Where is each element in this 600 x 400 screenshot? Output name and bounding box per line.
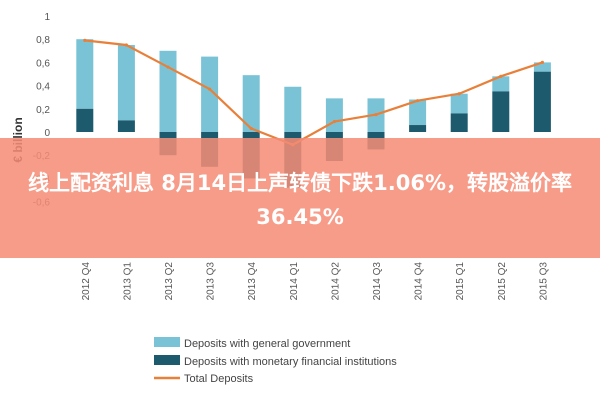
bar-mfi [409, 125, 427, 132]
legend-label: Deposits with monetary financial institu… [184, 356, 397, 368]
legend: Deposits with general government Deposits… [154, 337, 397, 385]
bar-gov [492, 76, 510, 92]
bar-gov [201, 56, 219, 132]
point-total-deposits [83, 38, 87, 42]
x-tick-label: 2012 Q4 [81, 262, 92, 301]
point-total-deposits [208, 87, 212, 91]
bar-gov [533, 62, 551, 72]
bar-mfi [533, 71, 551, 132]
series-total-deposits [83, 38, 545, 147]
bar-mfi [117, 120, 135, 132]
point-total-deposits [374, 113, 378, 117]
point-total-deposits [416, 99, 420, 103]
point-total-deposits [540, 60, 545, 64]
bar-gov [159, 50, 177, 132]
y-tick-label: 0 [44, 128, 50, 139]
x-tick-label: 2013 Q3 [206, 262, 217, 301]
y-tick-label: 0,8 [36, 35, 50, 46]
bar-mfi [76, 108, 94, 132]
legend-swatch [154, 337, 180, 347]
x-tick-label: 2014 Q2 [330, 262, 341, 301]
x-tick-label: 2014 Q1 [289, 262, 300, 301]
point-total-deposits [249, 126, 253, 131]
point-total-deposits [166, 65, 170, 69]
headline-text: 线上配资利息 8月14日上声转债下跌1.06%，转股溢价率36.45% [28, 171, 572, 229]
legend-swatch [154, 355, 180, 365]
series-deposits-general-government [76, 39, 551, 132]
legend-label: Deposits with general government [184, 338, 350, 350]
bar-gov [409, 99, 427, 126]
x-tick-label: 2015 Q2 [497, 262, 508, 301]
bar-gov [242, 75, 260, 132]
bar-mfi [450, 113, 468, 132]
point-total-deposits [124, 43, 128, 47]
headline-banner: 线上配资利息 8月14日上声转债下跌1.06%，转股溢价率36.45% [0, 138, 600, 258]
x-tick-label: 2013 Q1 [122, 262, 133, 301]
legend-label: Total Deposits [184, 373, 254, 385]
point-total-deposits [499, 74, 503, 78]
bar-mfi [492, 91, 510, 132]
x-tick-label: 2015 Q1 [455, 262, 466, 301]
x-tick-label: 2015 Q3 [538, 262, 549, 301]
x-tick-label: 2013 Q4 [247, 262, 258, 301]
point-total-deposits [457, 92, 461, 96]
bar-gov [76, 39, 94, 109]
bar-gov [325, 98, 343, 132]
line-total-deposits [84, 39, 543, 146]
bar-gov [284, 86, 302, 132]
y-tick-label: 0,2 [36, 105, 50, 116]
y-tick-label: 0,4 [36, 82, 50, 93]
y-tick-label: 0,6 [36, 58, 50, 69]
y-tick-label: 1 [44, 12, 50, 23]
bar-gov [117, 45, 135, 121]
bar-gov [450, 93, 468, 114]
point-total-deposits [332, 119, 336, 124]
x-tick-label: 2014 Q3 [372, 262, 383, 301]
x-tick-label: 2013 Q2 [164, 262, 175, 301]
x-tick-label: 2014 Q4 [414, 262, 425, 301]
x-axis: 2012 Q4 2013 Q1 2013 Q2 2013 Q3 2013 Q4 2014 … [81, 262, 550, 301]
